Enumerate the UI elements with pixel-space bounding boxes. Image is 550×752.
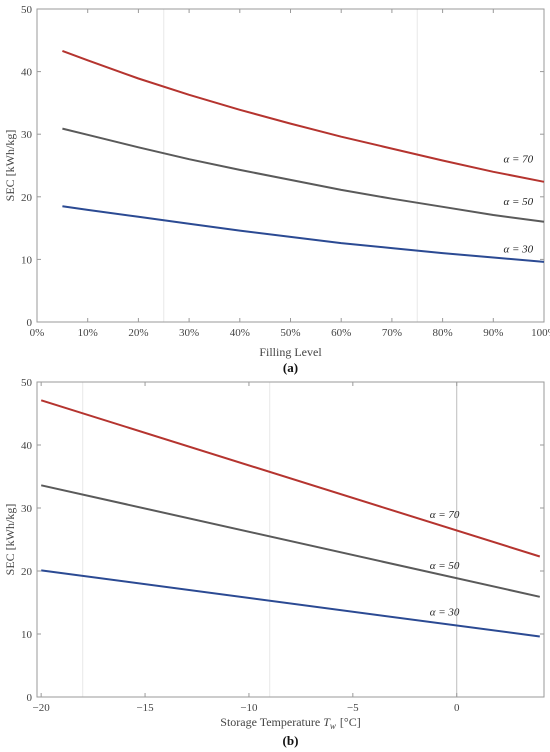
series-label-text: α = 30	[430, 607, 460, 619]
chart-panel-a: 0% 10% 20% 30% 40% 50% 60% 70% 80% 90% 100% 0 10 20 30…	[3, 4, 550, 375]
series-line-1	[62, 127, 545, 223]
x-tick-label: 60%	[331, 327, 351, 339]
panel-caption: (a)	[283, 360, 298, 375]
series-label-2: α = 30	[430, 607, 460, 619]
series-label-text: α = 30	[503, 244, 533, 256]
y-axis-label: SEC [kWh/kg]	[3, 130, 17, 202]
y-tick-label: 20	[21, 192, 33, 204]
series-line-1	[40, 484, 541, 598]
series-label-text: α = 70	[503, 153, 533, 165]
y-tick-label: 20	[21, 566, 33, 578]
panel-caption: (b)	[283, 733, 299, 748]
y-tick-label: 0	[27, 317, 33, 329]
x-axis-label-sub: w	[330, 721, 336, 731]
series-label-0: α = 70	[430, 509, 460, 521]
x-tick-label: 0	[454, 702, 460, 714]
x-axis-label-text: Storage Temperature	[220, 715, 323, 729]
x-axis-label-text: Filling Level	[259, 345, 322, 359]
x-tick-label: 40%	[230, 327, 250, 339]
y-tick-label: 50	[21, 377, 33, 389]
x-axis-label-unit: [°C]	[340, 715, 361, 729]
x-axis-label: Storage Temperature Tw [°C]	[220, 715, 360, 731]
y-tick-label: 40	[21, 67, 33, 79]
series-line-2	[41, 569, 540, 638]
series-label-text: α = 70	[430, 509, 460, 521]
x-tick-label: −20	[33, 702, 51, 714]
x-axis-label-var: T	[323, 715, 331, 729]
x-tick-label: 30%	[179, 327, 199, 339]
x-tick-label: −5	[347, 702, 359, 714]
series-line-0	[40, 399, 541, 558]
series-label-text: α = 50	[430, 560, 460, 572]
y-tick-label: 0	[27, 692, 33, 704]
plot-frame	[36, 381, 545, 698]
x-axis-label: Filling Level	[259, 345, 322, 359]
y-tick-label: 10	[21, 254, 33, 266]
x-tick-label: 10%	[78, 327, 98, 339]
series-line-0	[62, 49, 545, 183]
x-tick-label: 20%	[128, 327, 148, 339]
y-tick-label: 40	[21, 440, 33, 452]
x-tick-label: 50%	[280, 327, 300, 339]
x-tick-label: 70%	[382, 327, 402, 339]
chart-panel-b: −20 −15 −10 −5 0 0 10 20 30 40 50 α = 70 α = 50 α = 3…	[3, 377, 545, 748]
series-label-0: α = 70	[503, 153, 533, 165]
x-tick-label: 0%	[30, 327, 45, 339]
series-line-2	[62, 205, 545, 263]
x-tick-label: 90%	[483, 327, 503, 339]
x-tick-label: −15	[136, 702, 154, 714]
y-tick-label: 10	[21, 629, 33, 641]
x-tick-label: 80%	[433, 327, 453, 339]
series-label-2: α = 30	[503, 244, 533, 256]
series-label-1: α = 50	[430, 560, 460, 572]
series-label-1: α = 50	[503, 196, 533, 208]
y-tick-label: 50	[21, 4, 33, 16]
y-tick-label: 30	[21, 129, 33, 141]
y-axis-label: SEC [kWh/kg]	[3, 504, 17, 576]
y-tick-label: 30	[21, 503, 33, 515]
x-tick-label: 100%	[531, 327, 550, 339]
x-tick-label: −10	[240, 702, 258, 714]
series-label-text: α = 50	[503, 196, 533, 208]
